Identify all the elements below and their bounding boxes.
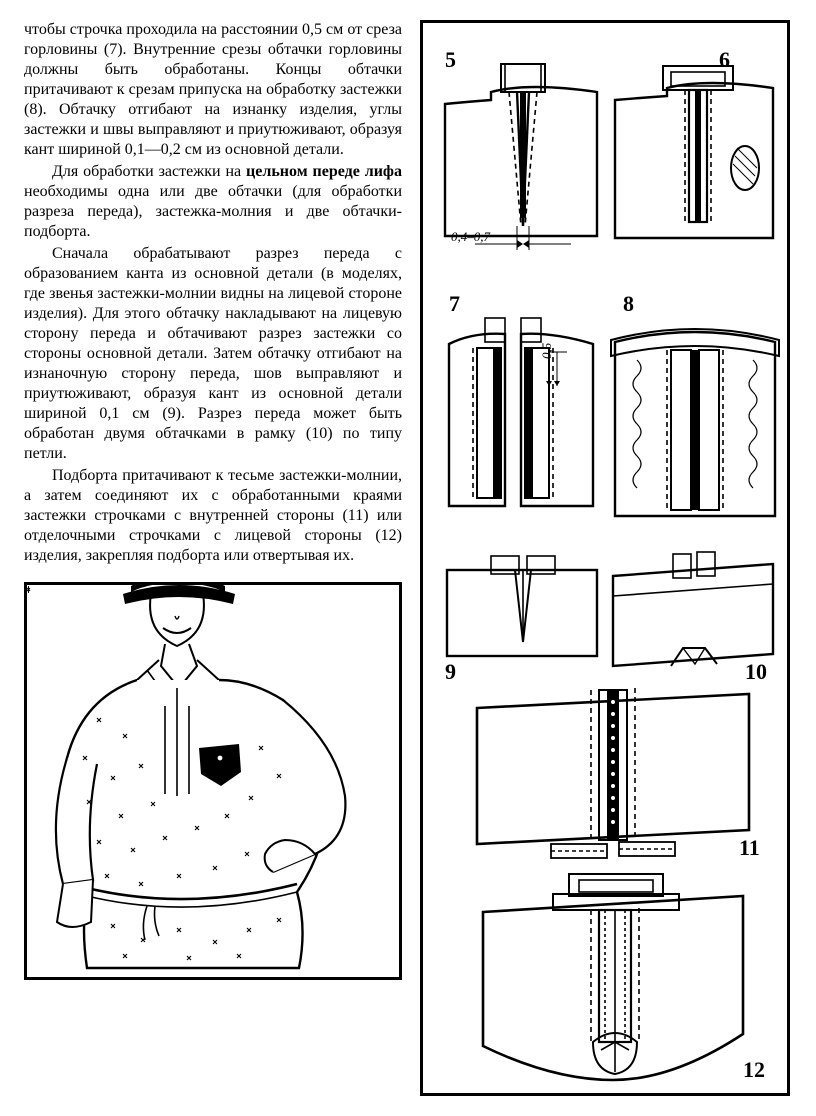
diagram-panel: 5 6 7 8 9 10 11 12 0,4–0,7 0,5 xyxy=(420,20,790,1096)
page: чтобы строчка проходила на расстоянии 0,… xyxy=(24,20,794,1096)
body-text: чтобы строчка проходила на расстоянии 0,… xyxy=(24,20,402,568)
paragraph-4: Подборта притачивают к тесьме застежки-м… xyxy=(24,466,402,566)
diagrams-svg xyxy=(423,23,787,1093)
paragraph-3: Сначала обрабатывают разрез переда с обр… xyxy=(24,244,402,464)
fig-5 xyxy=(445,64,597,250)
fig-12 xyxy=(483,874,743,1080)
fig-10 xyxy=(613,552,773,666)
fig-6 xyxy=(615,66,773,238)
fig-7 xyxy=(449,318,593,506)
paragraph-2: Для обработки застежки на цельном переде… xyxy=(24,162,402,242)
fig-11 xyxy=(477,688,749,858)
paragraph-1: чтобы строчка проходила на расстоянии 0,… xyxy=(24,20,402,160)
fashion-illustration xyxy=(27,585,399,977)
p2-c: необходимы одна или две обтачки (для обр… xyxy=(24,183,402,240)
p2-bold: цельном переде лифа xyxy=(246,163,402,180)
fashion-illustration-frame xyxy=(24,582,402,980)
p2-a: Для обработки застежки на xyxy=(52,163,246,180)
left-column: чтобы строчка проходила на расстоянии 0,… xyxy=(24,20,402,1096)
fig-8 xyxy=(611,329,779,516)
fig-9 xyxy=(447,556,597,656)
right-column: 5 6 7 8 9 10 11 12 0,4–0,7 0,5 xyxy=(420,20,790,1096)
